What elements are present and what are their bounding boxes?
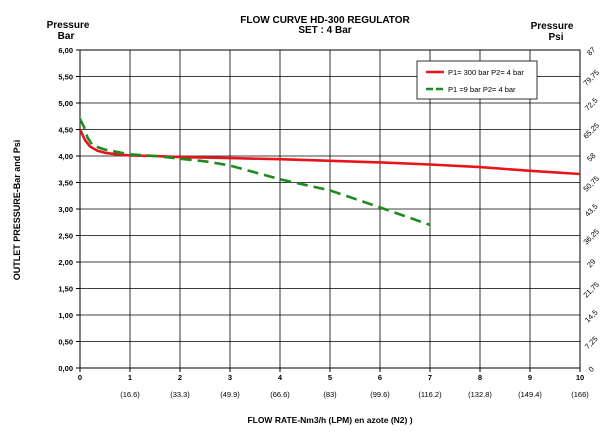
- y-axis-label: OUTLET PRESSURE-Bar and Psi: [12, 140, 22, 281]
- x-secondary-tick-label: (33.3): [170, 390, 190, 399]
- series-1-point: [279, 159, 280, 160]
- y-tick-label: 6,00: [58, 46, 73, 55]
- series-2-point: [229, 165, 230, 166]
- x-tick-label: 9: [528, 373, 532, 382]
- chart-subtitle: SET : 4 Bar: [298, 25, 351, 36]
- series-2-point: [104, 149, 105, 150]
- x-secondary-tick-label: (166): [571, 390, 589, 399]
- series-2-point: [87, 137, 88, 138]
- series-1-point: [84, 140, 85, 141]
- y-tick-label: 4,50: [58, 126, 73, 135]
- y-tick-label: 1,50: [58, 285, 73, 294]
- legend-label-2: P1 =9 bar P2= 4 bar: [448, 85, 516, 94]
- y-tick-label: 0,50: [58, 338, 73, 347]
- x-tick-label: 7: [428, 373, 432, 382]
- y-tick-label: 3,50: [58, 179, 73, 188]
- x-tick-label: 3: [228, 373, 232, 382]
- series-2-point: [429, 224, 430, 225]
- y-tick-label: 5,00: [58, 99, 73, 108]
- chart-title: FLOW CURVE HD-300 REGULATOR: [240, 15, 410, 26]
- series-2-point: [329, 190, 330, 191]
- x-secondary-tick-label: (49.9): [220, 390, 240, 399]
- series-2-point: [92, 145, 93, 146]
- series-1-point: [97, 150, 98, 151]
- y-tick-label: 5,50: [58, 73, 73, 82]
- x-secondary-tick-label: (66.6): [270, 390, 290, 399]
- x-tick-label: 5: [328, 373, 332, 382]
- series-1-point: [179, 156, 180, 157]
- x-axis-label: FLOW RATE-Nm3/h (LPM) en azote (N2) ): [247, 415, 412, 425]
- series-2-point: [379, 207, 380, 208]
- series-1-point: [117, 154, 118, 155]
- series-2-point: [79, 118, 80, 119]
- right-axis-header-line2: Psi: [548, 32, 563, 43]
- y-tick-label: 1,00: [58, 311, 73, 320]
- series-2-point: [279, 179, 280, 180]
- series-1-point: [329, 160, 330, 161]
- series-1-point: [104, 152, 105, 153]
- series-2-point: [204, 161, 205, 162]
- x-tick-label: 0: [78, 373, 82, 382]
- series-line-2: [78, 118, 431, 227]
- x-tick-label: 2: [178, 373, 182, 382]
- y-tick-label: 0,00: [58, 364, 73, 373]
- x-tick-label: 4: [278, 373, 283, 382]
- x-tick-label: 8: [478, 373, 482, 382]
- series-1-point: [89, 146, 90, 147]
- y-tick-label: 4,00: [58, 152, 73, 161]
- y-tick-label: 2,50: [58, 232, 73, 241]
- legend-label-1: P1= 300 bar P2= 4 bar: [448, 68, 524, 77]
- series-2-point: [179, 158, 180, 159]
- x-secondary-tick-label: (149.4): [518, 390, 542, 399]
- left-axis-header-line1: Pressure: [47, 20, 90, 31]
- x-secondary-tick-label: (16.6): [120, 390, 140, 399]
- plot-area: 0,00 0,50 1,00 1,50 2,00 2,50 3,00 3,50 4,00 4,50…: [58, 45, 601, 399]
- y-tick-label: 2,00: [58, 258, 73, 267]
- x-tick-label: 1: [128, 373, 132, 382]
- x-secondary-tick-label: (99.6): [370, 390, 390, 399]
- x-tick-label: 6: [378, 373, 382, 382]
- series-1-point: [579, 173, 580, 174]
- y-tick-label: 3,00: [58, 205, 73, 214]
- x-secondary-tick-label: (116.2): [418, 390, 442, 399]
- x-secondary-tick-label: (83): [323, 390, 337, 399]
- series-2-point: [154, 155, 155, 156]
- left-axis-header-line2: Bar: [58, 31, 75, 42]
- series-2-point: [83, 126, 84, 127]
- series-1-point: [529, 170, 530, 171]
- series-line-1: [78, 128, 581, 176]
- x-tick-label: 10: [576, 373, 584, 382]
- x-secondary-tick-label: (132.8): [468, 390, 492, 399]
- legend: P1= 300 bar P2= 4 bar P1 =9 bar P2= 4 bar: [416, 60, 538, 100]
- series-1-point: [229, 158, 230, 159]
- legend-box: [416, 60, 538, 100]
- y2-tick-label: 0: [587, 365, 596, 374]
- series-1-point: [479, 167, 480, 168]
- series-2-point: [129, 154, 130, 155]
- series-1-point: [379, 162, 380, 163]
- series-1-point: [429, 164, 430, 165]
- series-1-point: [79, 129, 80, 130]
- right-axis-header-line1: Pressure: [531, 21, 574, 32]
